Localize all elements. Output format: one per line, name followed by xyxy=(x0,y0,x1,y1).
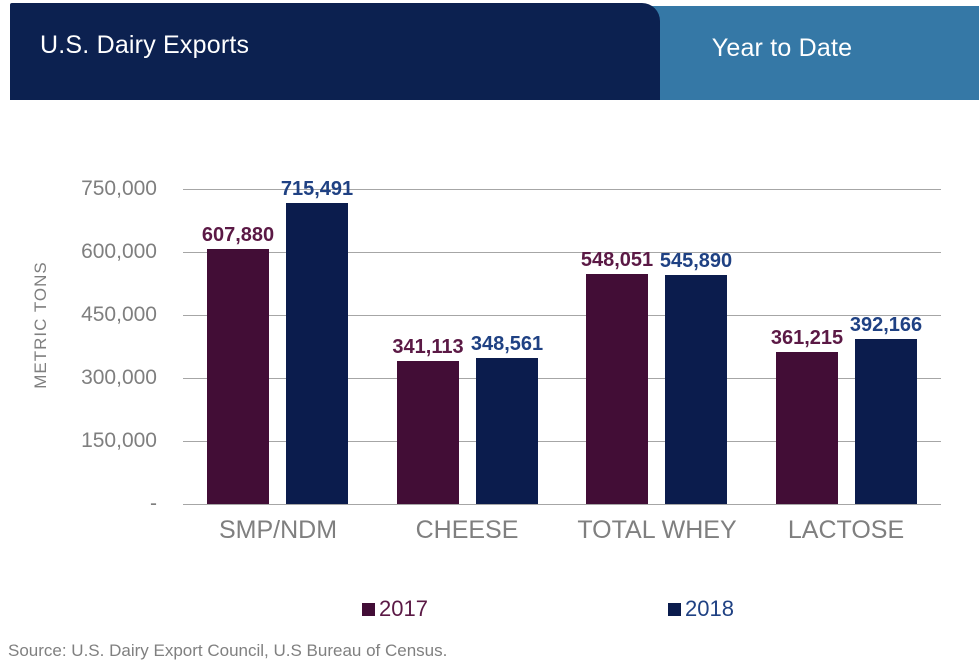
gridline xyxy=(183,315,941,316)
x-category-label: TOTAL WHEY xyxy=(577,516,737,544)
page-title: U.S. Dairy Exports xyxy=(40,31,250,59)
bar-2018-cheese xyxy=(476,358,538,504)
gridline xyxy=(183,378,941,379)
bar-2018-smp-ndm xyxy=(286,203,348,504)
legend-swatch-2017 xyxy=(362,602,375,616)
y-tick-label: 600,000 xyxy=(81,240,157,263)
y-tick-label: 750,000 xyxy=(81,177,157,200)
x-axis-line xyxy=(183,504,941,505)
bar-value-2017-lactose: 361,215 xyxy=(770,327,844,349)
header-title-tab: U.S. Dairy Exports xyxy=(10,3,660,100)
y-tick-label: 150,000 xyxy=(81,429,157,452)
bar-value-2018-smp-ndm: 715,491 xyxy=(280,178,354,200)
gridline xyxy=(183,189,941,190)
source-note: Source: U.S. Dairy Export Council, U.S B… xyxy=(8,641,448,660)
bar-2017-lactose xyxy=(776,352,838,504)
bar-value-2018-cheese: 348,561 xyxy=(470,333,544,355)
bar-value-2017-cheese: 341,113 xyxy=(392,336,464,358)
legend-item-2018: 2018 xyxy=(668,596,734,622)
y-tick-label: 450,000 xyxy=(81,303,157,326)
header-subtitle-tab: Year to Date xyxy=(648,6,979,100)
gridline xyxy=(183,252,941,253)
bar-value-2018-total-whey: 545,890 xyxy=(659,250,733,272)
x-category-label: CHEESE xyxy=(415,516,519,544)
bar-value-2017-total-whey: 548,051 xyxy=(580,249,654,271)
bar-2017-total-whey xyxy=(586,274,648,504)
legend-item-2017: 2017 xyxy=(362,596,428,622)
y-axis-title: METRIC TONS xyxy=(31,261,50,389)
x-category-label: LACTOSE xyxy=(787,516,905,544)
legend-label-2017: 2017 xyxy=(379,596,428,621)
gridline xyxy=(183,441,941,442)
bar-2017-smp-ndm xyxy=(207,249,269,504)
x-category-label: SMP/NDM xyxy=(218,516,338,544)
legend-swatch-2018 xyxy=(668,602,681,616)
bar-2018-lactose xyxy=(855,339,917,504)
y-tick-label: - xyxy=(150,492,157,515)
header-subtitle: Year to Date xyxy=(711,34,853,62)
bar-2018-total-whey xyxy=(665,275,727,504)
bar-value-2018-lactose: 392,166 xyxy=(849,314,923,336)
y-tick-label: 300,000 xyxy=(81,366,157,389)
bar-2017-cheese xyxy=(397,361,459,504)
bar-value-2017-smp-ndm: 607,880 xyxy=(201,224,275,246)
legend-label-2018: 2018 xyxy=(685,596,734,621)
